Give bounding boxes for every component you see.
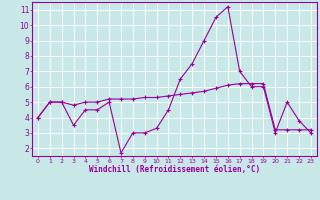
X-axis label: Windchill (Refroidissement éolien,°C): Windchill (Refroidissement éolien,°C) <box>89 165 260 174</box>
